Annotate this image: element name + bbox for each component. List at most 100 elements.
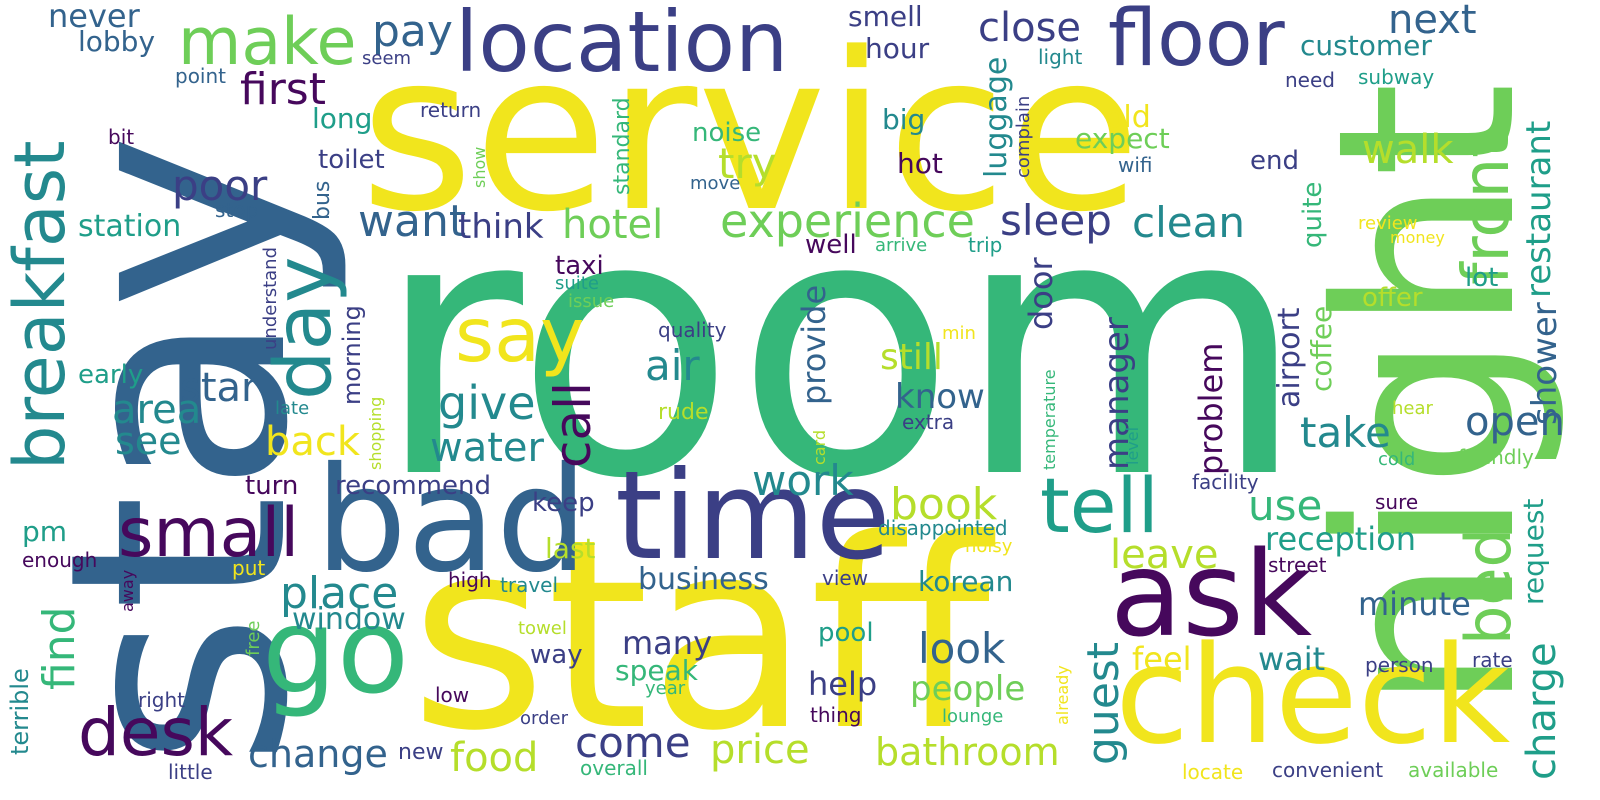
- word-disappointed: disappointed: [878, 516, 1008, 540]
- word-know: know: [895, 377, 985, 417]
- word-order: order: [520, 708, 568, 729]
- word-poor: poor: [172, 161, 268, 210]
- word-arrive: arrive: [875, 235, 928, 256]
- word-review: review: [1358, 213, 1418, 234]
- word-place: place: [280, 568, 399, 619]
- word-view: view: [822, 566, 869, 590]
- word-little: little: [168, 760, 213, 784]
- word-bathroom: bathroom: [875, 730, 1060, 774]
- word-request: request: [1517, 498, 1550, 605]
- word-speak: speak: [615, 654, 698, 687]
- word-korean: korean: [918, 565, 1014, 598]
- word-air: air: [645, 341, 700, 390]
- word-back: back: [265, 419, 361, 465]
- word-say: say: [455, 291, 585, 379]
- word-problem: problem: [1192, 342, 1230, 475]
- word-suite: suite: [555, 273, 599, 294]
- word-issue: issue: [568, 291, 615, 312]
- word-station: station: [78, 209, 182, 244]
- word-hour: hour: [865, 32, 930, 65]
- word-price: price: [710, 727, 810, 773]
- word-rude: rude: [658, 400, 709, 425]
- word-tell: tell: [1040, 461, 1159, 550]
- word-window: window: [292, 602, 406, 637]
- word-ask: ask: [1110, 525, 1313, 663]
- word-return: return: [420, 98, 482, 122]
- word-bus: bus: [310, 180, 335, 220]
- word-rate: rate: [1472, 648, 1513, 672]
- word-card: card: [810, 429, 829, 465]
- word-big: big: [882, 103, 926, 136]
- word-quite: quite: [1298, 181, 1328, 248]
- word-restaurant: restaurant: [1519, 120, 1559, 298]
- word-understand: understand: [260, 246, 281, 350]
- word-extra: extra: [902, 410, 955, 434]
- word-overall: overall: [580, 756, 648, 780]
- word-quality: quality: [658, 318, 727, 342]
- word-water: water: [430, 425, 544, 471]
- word-available: available: [1408, 758, 1499, 782]
- word-area: area: [112, 387, 202, 433]
- word-hot: hot: [897, 147, 943, 180]
- word-open: open: [1465, 399, 1565, 445]
- word-point: point: [175, 64, 227, 88]
- word-book: book: [890, 479, 998, 530]
- word-first: first: [240, 64, 326, 115]
- word-person: person: [1365, 653, 1434, 677]
- word-keep: keep: [532, 488, 595, 518]
- word-high: high: [448, 568, 492, 592]
- word-close: close: [978, 5, 1082, 51]
- word-lot: lot: [1465, 263, 1499, 293]
- word-take: take: [1300, 408, 1391, 457]
- word-locate: locate: [1182, 760, 1244, 784]
- word-right: right: [138, 688, 185, 712]
- word-year: year: [645, 678, 686, 699]
- word-walk: walk: [1362, 127, 1454, 173]
- word-cold: cold: [1378, 449, 1416, 470]
- word-taxi: taxi: [555, 251, 604, 281]
- word-already: already: [1053, 665, 1072, 725]
- word-new: new: [398, 740, 444, 765]
- word-look: look: [918, 624, 1006, 673]
- word-pm: pm: [22, 515, 68, 548]
- word-coffee: coffee: [1305, 305, 1338, 392]
- word-money: money: [1390, 228, 1445, 247]
- word-last: last: [545, 532, 596, 565]
- word-location: location: [455, 0, 789, 91]
- word-pool: pool: [818, 618, 874, 648]
- word-wifi: wifi: [1118, 153, 1153, 177]
- word-convenient: convenient: [1272, 758, 1384, 782]
- word-level: level: [1123, 426, 1142, 465]
- word-call: call: [544, 382, 602, 468]
- word-come: come: [575, 718, 691, 767]
- word-way: way: [530, 640, 583, 670]
- word-airport: airport: [1272, 307, 1307, 408]
- word-minute: minute: [1358, 585, 1471, 623]
- word-small: small: [118, 494, 300, 573]
- word-facility: facility: [1192, 470, 1259, 494]
- word-trip: trip: [968, 233, 1003, 257]
- word-low: low: [435, 683, 470, 707]
- word-bit: bit: [108, 125, 135, 149]
- word-toilet: toilet: [318, 145, 385, 175]
- word-shower: shower: [1525, 302, 1565, 425]
- word-guest: guest: [1078, 641, 1129, 765]
- word-min: min: [942, 323, 976, 344]
- word-never: never: [48, 0, 140, 35]
- word-shopping: shopping: [366, 396, 385, 470]
- word-give: give: [438, 376, 536, 430]
- word-see: see: [115, 419, 182, 463]
- word-terrible: terrible: [6, 668, 34, 755]
- word-travel: travel: [500, 573, 559, 597]
- word-floor: floor: [1108, 0, 1285, 84]
- word-experience: experience: [720, 194, 975, 248]
- word-hotel: hotel: [562, 202, 664, 248]
- word-thing: thing: [810, 703, 862, 727]
- word-sure: sure: [1375, 490, 1419, 514]
- word-try: try: [718, 139, 777, 188]
- word-staff: staff: [410, 483, 991, 788]
- word-charge: charge: [1519, 642, 1565, 780]
- word-complain: complain: [1013, 95, 1034, 178]
- word-free: free: [243, 620, 264, 657]
